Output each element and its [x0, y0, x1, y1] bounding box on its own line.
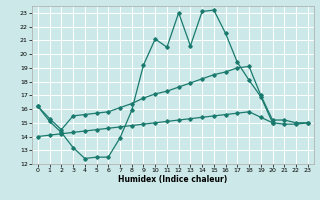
X-axis label: Humidex (Indice chaleur): Humidex (Indice chaleur) — [118, 175, 228, 184]
